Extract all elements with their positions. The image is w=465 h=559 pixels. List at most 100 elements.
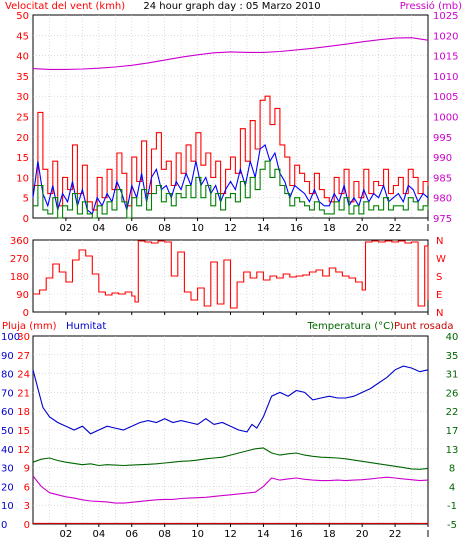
rain-tick-label: 0 xyxy=(24,520,30,531)
temperature-tick-label: 22 xyxy=(446,407,459,418)
rain-humidity-temp-x-label: 20 xyxy=(356,529,369,540)
rain-tick-label: 18 xyxy=(17,407,30,418)
rain-humidity-temp-x-label: 16 xyxy=(290,529,303,540)
compass-letter-label: N xyxy=(436,308,443,319)
direction-tick-label: 0 xyxy=(23,308,29,319)
series-humidity xyxy=(32,365,429,435)
series-wind xyxy=(32,143,429,215)
temperature-axis-title: Temperatura (°C) xyxy=(306,321,394,332)
dewpoint-axis-title: Punt rosada xyxy=(394,321,453,332)
pressure-axis-title: Pressió (mb) xyxy=(400,0,462,12)
rain-tick-label: 9 xyxy=(24,464,30,475)
wind-speed-axis-title: Velocitat del vent (kmh) xyxy=(5,1,125,12)
wind-speed-tick-label: 40 xyxy=(16,52,29,63)
temperature-tick-label: -1 xyxy=(447,501,457,512)
temperature-tick-label: 31 xyxy=(446,370,459,381)
wind-pressure-x-label: 12 xyxy=(224,223,237,234)
wind-speed-tick-label: 25 xyxy=(16,113,29,124)
humidity-tick-label: 30 xyxy=(1,464,14,475)
compass-letter-label: N xyxy=(436,236,443,247)
temperature-tick-label: -5 xyxy=(447,520,457,531)
pressure-tick-label: 975 xyxy=(433,214,452,225)
wind-pressure-x-label: 10 xyxy=(191,223,204,234)
temperature-tick-label: 40 xyxy=(446,332,459,343)
pressure-tick-label: 1000 xyxy=(433,113,458,124)
humidity-tick-label: 50 xyxy=(1,426,14,437)
rain-humidity-temp-x-label: I xyxy=(427,529,430,540)
wind-pressure-x-label: 20 xyxy=(356,223,369,234)
pressure-tick-label: 995 xyxy=(433,133,452,144)
wind-pressure-x-label: 02 xyxy=(60,223,73,234)
humidity-tick-label: 60 xyxy=(1,407,14,418)
series-direction xyxy=(33,240,429,309)
compass-letter-label: S xyxy=(436,272,442,283)
humidity-tick-label: 20 xyxy=(1,482,14,493)
chart-title: 24 hour graph day : 05 Marzo 2010 xyxy=(143,1,320,12)
pressure-tick-label: 1010 xyxy=(433,72,458,83)
temperature-tick-label: 8 xyxy=(449,464,455,475)
humidity-tick-label: 70 xyxy=(1,388,14,399)
direction-tick-label: 270 xyxy=(10,254,29,265)
direction-tick-label: 360 xyxy=(10,236,29,247)
pressure-tick-label: 1025 xyxy=(433,11,458,22)
series-temperature xyxy=(32,447,429,470)
rain-tick-label: 30 xyxy=(17,332,30,343)
series-dewpoint xyxy=(32,475,429,504)
wind-pressure-x-label: 14 xyxy=(257,223,270,234)
wind-speed-tick-label: 30 xyxy=(16,92,29,103)
wind-pressure-x-label: 06 xyxy=(125,223,138,234)
wind-speed-tick-label: 5 xyxy=(23,194,29,205)
rain-humidity-temp-x-label: 14 xyxy=(257,529,270,540)
humidity-tick-label: 0 xyxy=(1,520,7,531)
humidity-axis-title: Humitat xyxy=(66,321,106,332)
wind-speed-tick-label: 45 xyxy=(16,31,29,42)
wind-pressure-x-label: 04 xyxy=(92,223,105,234)
wind-pressure-x-label: 18 xyxy=(323,223,336,234)
humidity-tick-label: 90 xyxy=(1,351,14,362)
humidity-tick-label: 100 xyxy=(1,332,20,343)
rain-humidity-temp-x-label: 08 xyxy=(158,529,171,540)
compass-letter-label: E xyxy=(436,290,442,301)
compass-letter-label: W xyxy=(436,254,446,265)
humidity-tick-label: 80 xyxy=(1,370,14,381)
wind-pressure-x-label: 08 xyxy=(158,223,171,234)
rain-humidity-temp-x-label: 18 xyxy=(323,529,336,540)
rain-humidity-temp-x-label: 12 xyxy=(224,529,237,540)
pressure-tick-label: 1005 xyxy=(433,92,458,103)
wind-speed-tick-label: 0 xyxy=(23,214,29,225)
temperature-tick-label: 4 xyxy=(449,482,455,493)
temperature-tick-label: 13 xyxy=(446,445,459,456)
rain-humidity-temp-x-label: 10 xyxy=(191,529,204,540)
direction-tick-label: 180 xyxy=(10,272,29,283)
rain-humidity-temp-x-label: 06 xyxy=(125,529,138,540)
rain-axis-title: Pluja (mm) xyxy=(2,321,57,332)
pressure-tick-label: 1020 xyxy=(433,31,458,42)
rain-tick-label: 24 xyxy=(17,370,30,381)
pressure-tick-label: 980 xyxy=(433,194,452,205)
wind-speed-tick-label: 35 xyxy=(16,72,29,83)
wind-speed-tick-label: 50 xyxy=(16,11,29,22)
rain-tick-label: 3 xyxy=(24,501,30,512)
rain-humidity-temp-x-label: 04 xyxy=(92,529,105,540)
rain-tick-label: 27 xyxy=(17,351,30,362)
wind-speed-tick-label: 10 xyxy=(16,173,29,184)
temperature-tick-label: 35 xyxy=(446,351,459,362)
rain-tick-label: 6 xyxy=(24,482,30,493)
wind-pressure-x-label: 22 xyxy=(389,223,402,234)
rain-tick-label: 21 xyxy=(17,388,30,399)
series-pressure xyxy=(32,37,429,70)
wind-pressure-x-label: 16 xyxy=(290,223,303,234)
direction-tick-label: 90 xyxy=(16,290,29,301)
temperature-tick-label: 26 xyxy=(446,388,459,399)
wind-speed-tick-label: 20 xyxy=(16,133,29,144)
series-wind_avg xyxy=(33,160,429,219)
pressure-tick-label: 990 xyxy=(433,153,452,164)
humidity-tick-label: 10 xyxy=(1,501,14,512)
rain-humidity-temp-x-label: 22 xyxy=(389,529,402,540)
humidity-tick-label: 40 xyxy=(1,445,14,456)
wind-pressure-x-label: I xyxy=(427,223,430,234)
pressure-tick-label: 985 xyxy=(433,173,452,184)
wind-speed-tick-label: 15 xyxy=(16,153,29,164)
